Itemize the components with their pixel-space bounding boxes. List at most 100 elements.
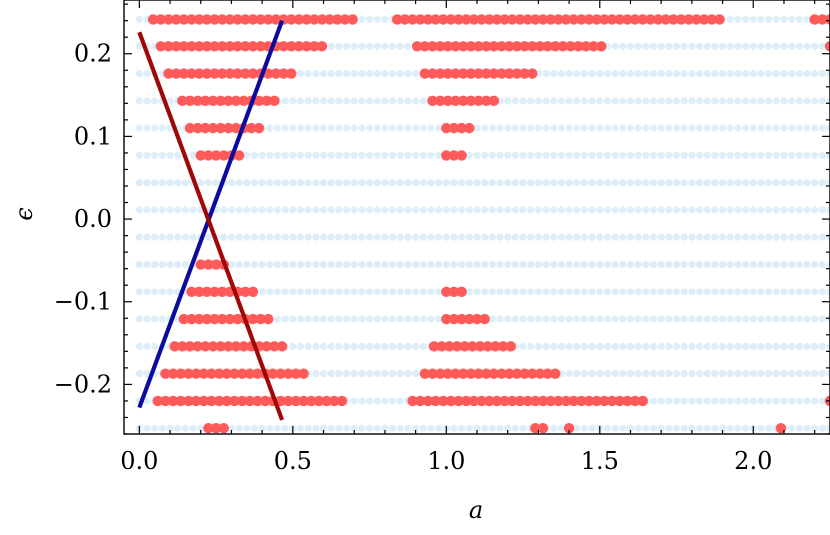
background-point — [695, 342, 704, 350]
background-point — [473, 233, 481, 241]
highlight-point — [286, 41, 297, 52]
background-point — [649, 69, 658, 78]
background-point — [350, 424, 358, 432]
background-point — [519, 315, 527, 323]
background-point — [511, 124, 519, 132]
background-point — [381, 15, 389, 24]
background-point — [381, 397, 389, 405]
background-point — [358, 315, 366, 323]
background-point — [649, 424, 658, 432]
background-point — [626, 124, 635, 132]
highlight-point — [203, 423, 214, 434]
highlight-point — [217, 68, 228, 79]
background-point — [803, 288, 811, 296]
highlight-point — [596, 41, 607, 52]
background-point — [588, 179, 596, 187]
background-point — [511, 151, 519, 160]
background-point — [711, 342, 719, 350]
highlight-point — [519, 368, 530, 379]
highlight-point — [514, 395, 526, 407]
background-point — [665, 315, 673, 323]
background-point — [803, 370, 811, 378]
background-point — [181, 260, 189, 269]
background-point — [818, 397, 826, 405]
background-point — [550, 315, 558, 323]
highlight-point — [184, 341, 196, 352]
background-point — [435, 179, 443, 187]
highlight-point — [147, 14, 159, 25]
highlight-point — [175, 368, 186, 379]
background-point — [181, 233, 189, 241]
highlight-point — [255, 313, 266, 325]
background-point — [473, 179, 481, 187]
background-point — [649, 342, 658, 350]
highlight-point — [255, 41, 266, 52]
background-point — [603, 97, 612, 105]
background-point — [642, 370, 650, 378]
background-point — [135, 97, 143, 105]
background-point — [404, 42, 412, 50]
highlight-point — [519, 68, 530, 79]
background-point — [826, 69, 830, 78]
highlight-point — [622, 14, 633, 25]
background-point — [795, 288, 803, 296]
background-point — [435, 233, 443, 241]
highlight-point — [606, 395, 618, 407]
background-point — [580, 315, 589, 323]
background-point — [335, 69, 343, 78]
background-point — [649, 97, 658, 105]
y-tick-label: 0.1 — [74, 122, 112, 150]
background-point — [412, 97, 420, 105]
background-point — [296, 342, 305, 350]
highlight-point — [560, 395, 572, 407]
background-point — [603, 342, 612, 350]
background-point — [818, 424, 826, 432]
background-point — [496, 315, 504, 323]
background-point — [450, 206, 458, 214]
highlight-point — [465, 68, 477, 79]
background-point — [143, 124, 151, 132]
background-point — [373, 342, 381, 350]
background-point — [412, 124, 420, 132]
highlight-point — [255, 14, 266, 25]
highlight-point — [209, 41, 220, 52]
background-point — [404, 69, 412, 78]
background-point — [166, 260, 174, 269]
highlight-point — [247, 68, 259, 79]
highlight-point — [488, 95, 500, 107]
background-point — [619, 97, 627, 105]
background-point — [319, 69, 328, 78]
background-point — [557, 342, 566, 350]
highlight-point — [698, 14, 710, 25]
background-point — [327, 342, 335, 350]
background-point — [657, 397, 665, 405]
highlight-point — [200, 122, 211, 134]
background-point — [350, 179, 358, 187]
background-point — [335, 97, 343, 105]
background-point — [741, 342, 750, 350]
highlight-point — [411, 41, 423, 52]
background-point — [665, 151, 673, 160]
background-point — [772, 42, 780, 50]
background-point — [473, 206, 481, 214]
highlight-point — [476, 395, 487, 407]
background-point — [772, 15, 780, 24]
background-point — [534, 206, 542, 214]
background-point — [373, 206, 381, 214]
background-point — [657, 370, 665, 378]
background-point — [657, 260, 665, 269]
background-point — [665, 124, 673, 132]
background-point — [319, 288, 328, 296]
background-point — [695, 233, 704, 241]
highlight-point — [260, 395, 271, 407]
background-point — [672, 124, 681, 132]
background-point — [757, 179, 765, 187]
background-point — [174, 206, 182, 214]
background-point — [488, 233, 496, 241]
highlight-point — [236, 395, 248, 407]
background-point — [504, 179, 512, 187]
background-point — [388, 315, 397, 323]
background-point — [688, 315, 696, 323]
background-point — [580, 69, 589, 78]
background-point — [695, 97, 704, 105]
